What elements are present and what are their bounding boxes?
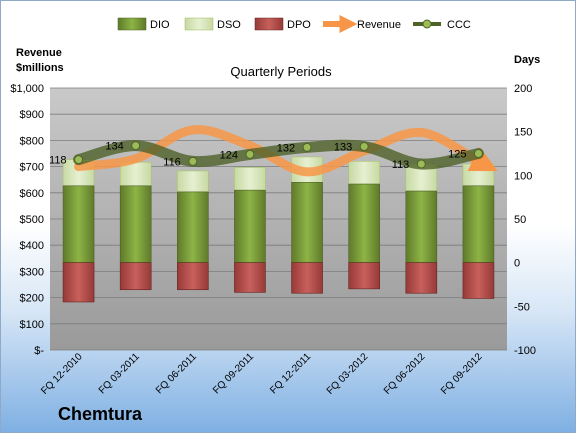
y-left-tick-label: $100 — [20, 319, 44, 331]
legend: DIO DSO DPO Revenue CCC — [117, 15, 471, 33]
y-left-tick-label: $- — [34, 345, 44, 357]
ccc-point — [245, 149, 255, 159]
bar-dpo — [234, 262, 266, 293]
y-left-tick-label: $200 — [20, 293, 44, 305]
bar-dio — [119, 185, 152, 263]
bar-dio — [234, 189, 266, 263]
y-left-tick-label: $700 — [20, 162, 44, 174]
bar-dso — [177, 170, 209, 193]
y-right-tick-label: 100 — [514, 170, 532, 182]
y-right-title: Days — [514, 54, 540, 66]
x-tick-label: FQ 09-2011 — [211, 351, 256, 396]
y-left-title-line2: $millions — [16, 62, 64, 74]
bar-dio — [291, 182, 323, 263]
bar-dio — [405, 190, 438, 263]
y-left-title-line1: Revenue — [16, 47, 62, 59]
x-tick-label: FQ 06-2012 — [382, 351, 428, 397]
legend-label-dso: DSO — [217, 19, 241, 31]
bar-dpo — [348, 262, 380, 290]
ccc-point — [74, 155, 84, 165]
legend-label-dpo: DPO — [287, 19, 311, 31]
y-right-axis: -100 -50 0 50 100 150 200 — [514, 83, 536, 357]
y-left-tick-label: $1,000 — [10, 83, 44, 95]
y-right-tick-label: -100 — [514, 345, 536, 357]
ccc-data-label: 113 — [392, 159, 410, 171]
bar-dso — [348, 161, 380, 185]
y-right-tick-label: 0 — [514, 258, 520, 270]
x-tick-label: FQ 03-2011 — [97, 351, 142, 396]
bar-dpo — [405, 262, 438, 294]
ccc-point — [188, 156, 198, 166]
ccc-line — [73, 139, 484, 170]
y-left-tick-label: $300 — [20, 266, 44, 278]
legend-label-ccc: CCC — [447, 19, 471, 31]
y-left-tick-label: $900 — [20, 109, 44, 121]
ccc-data-label: 125 — [448, 149, 466, 161]
legend-label-revenue: Revenue — [357, 19, 401, 31]
legend-swatch-dio — [117, 17, 147, 31]
ccc-data-label: 133 — [334, 142, 352, 154]
x-tick-label: FQ 06-2011 — [154, 351, 199, 396]
ccc-point — [359, 142, 369, 152]
ccc-point — [473, 149, 483, 158]
y-right-tick-label: 150 — [514, 127, 532, 139]
legend-swatch-dpo — [254, 17, 284, 31]
y-right-tick-label: 200 — [514, 83, 532, 95]
ccc-data-label: 124 — [220, 149, 238, 161]
ccc-point — [416, 159, 426, 169]
bar-dio — [462, 185, 495, 263]
revenue-series — [74, 125, 498, 177]
ccc-point — [131, 141, 141, 151]
x-tick-label: FQ 12-2011 — [268, 351, 313, 396]
bar-dpo — [177, 262, 209, 291]
bar-dpo — [291, 262, 323, 294]
x-axis: FQ 12-2010 FQ 03-2011 FQ 06-2011 FQ 09-2011… — [39, 351, 485, 397]
bar-dio — [177, 191, 209, 263]
y-right-tick-label: 50 — [514, 214, 526, 226]
ccc-data-label: 134 — [105, 141, 123, 153]
y-left-tick-label: $600 — [20, 188, 44, 200]
y-left-tick-label: $800 — [20, 135, 44, 147]
chart-title: Quarterly Periods — [230, 64, 332, 79]
ccc-data-label: 132 — [277, 142, 295, 154]
ccc-point — [302, 142, 312, 152]
x-tick-label: FQ 09-2012 — [439, 351, 485, 397]
y-left-tick-label: $500 — [20, 214, 44, 226]
legend-swatch-ccc-marker — [422, 19, 432, 29]
bar-dso — [462, 163, 495, 187]
company-name: Chemtura — [58, 404, 143, 424]
revenue-line — [74, 125, 498, 177]
bar-dio — [348, 183, 380, 263]
bar-dio — [62, 185, 95, 263]
y-right-tick-label: -50 — [514, 301, 530, 313]
legend-swatch-dso — [184, 17, 214, 31]
bars — [62, 156, 495, 303]
y-left-axis: $- $100 $200 $300 $400 $500 $600 $700 $800 $900 $1… — [10, 83, 44, 357]
x-tick-label: FQ 12-2010 — [39, 351, 85, 397]
bar-dpo — [462, 262, 495, 299]
x-tick-label: FQ 03-2012 — [325, 351, 371, 397]
ccc-series: 118 134 116 124 132 133 113 125 — [49, 139, 484, 171]
bar-dso — [234, 167, 266, 191]
legend-label-dio: DIO — [150, 19, 170, 31]
bar-dpo — [119, 262, 152, 291]
ccc-data-label: 118 — [49, 155, 67, 167]
bar-dpo — [62, 262, 95, 303]
ccc-data-label: 116 — [163, 156, 181, 168]
y-left-tick-label: $400 — [20, 240, 44, 252]
